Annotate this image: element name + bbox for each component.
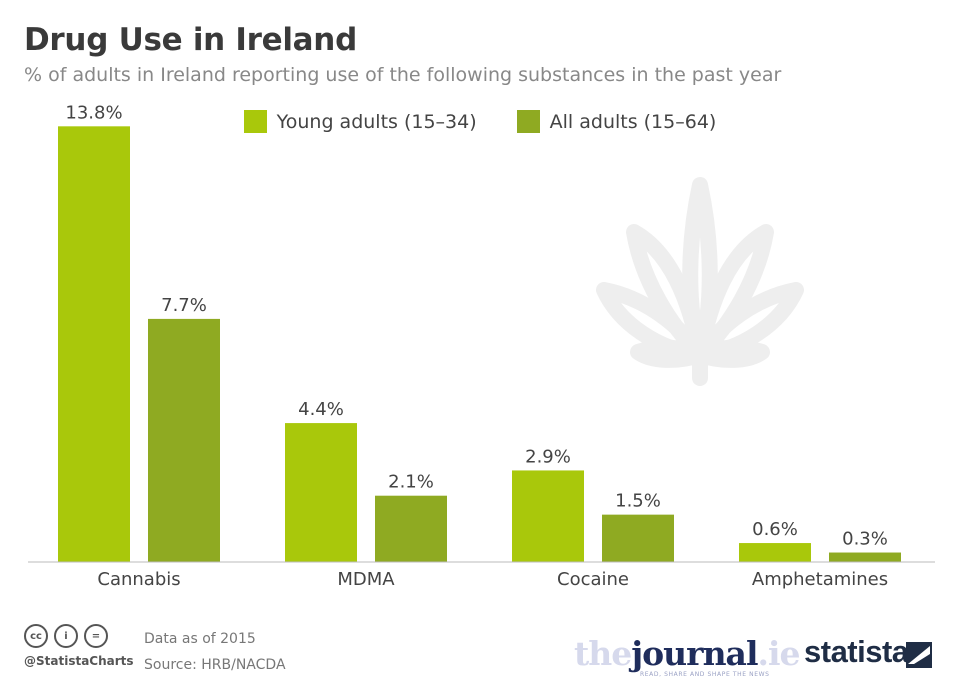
journal-logo-journal: journal: [631, 634, 758, 673]
statista-handle: @StatistaCharts: [24, 654, 134, 668]
chart-title: Drug Use in Ireland: [24, 22, 357, 58]
bar-cannabis-series-0: [58, 126, 130, 563]
thejournal-logo[interactable]: thejournal.ie: [574, 634, 801, 673]
legend-item-all-adults: All adults (15–64): [516, 110, 717, 133]
legend: Young adults (15–34) All adults (15–64): [0, 110, 960, 133]
data-label-amphetamines-series-0: 0.6%: [752, 519, 798, 540]
category-label-mdma: MDMA: [337, 569, 395, 590]
legend-swatch-young-adults: [243, 110, 267, 133]
data-label-amphetamines-series-1: 0.3%: [842, 529, 888, 550]
bar-cocaine-series-0: [512, 470, 584, 562]
bar-chart: 13.8% 7.7% Cannabis 4.4% 2.1% MDMA 2.9% 1.5% Coc…: [28, 102, 935, 590]
no-derivatives-icon: =: [84, 624, 108, 648]
cannabis-leaf-icon: [596, 177, 804, 386]
data-label-mdma-series-1: 2.1%: [388, 472, 434, 493]
legend-swatch-all-adults: [516, 110, 540, 133]
legend-label-young-adults: Young adults (15–34): [276, 110, 477, 133]
category-label-cocaine: Cocaine: [557, 569, 629, 590]
statista-logo[interactable]: statista: [804, 634, 909, 669]
license-icons: cc i =: [24, 624, 108, 648]
category-label-cannabis: Cannabis: [97, 569, 180, 590]
data-note: Data as of 2015: [144, 631, 256, 647]
bar-cannabis-series-1: [148, 318, 220, 562]
bar-mdma-series-1: [375, 495, 447, 562]
category-label-amphetamines: Amphetamines: [752, 569, 888, 590]
bar-amphetamines-series-1: [829, 552, 901, 562]
data-label-cocaine-series-1: 1.5%: [615, 491, 661, 512]
data-label-cannabis-series-0: 13.8%: [65, 102, 122, 123]
legend-item-young-adults: Young adults (15–34): [243, 110, 477, 133]
chart-subtitle: % of adults in Ireland reporting use of …: [24, 64, 782, 86]
attribution-icon: i: [54, 624, 78, 648]
data-label-cannabis-series-1: 7.7%: [161, 295, 207, 316]
journal-logo-ie: .ie: [757, 634, 800, 673]
statista-logo-icon: [906, 642, 932, 668]
source-note: Source: HRB/NACDA: [144, 657, 286, 673]
bar-mdma-series-0: [285, 423, 357, 562]
cc-icon: cc: [24, 624, 48, 648]
data-label-mdma-series-0: 4.4%: [298, 399, 344, 420]
journal-logo-the: the: [574, 634, 632, 673]
bar-amphetamines-series-0: [739, 543, 811, 562]
journal-tagline: READ, SHARE AND SHAPE THE NEWS: [640, 671, 770, 678]
legend-label-all-adults: All adults (15–64): [549, 110, 717, 133]
bar-cocaine-series-1: [602, 514, 674, 562]
source-block: Data as of 2015 Source: HRB/NACDA: [144, 626, 286, 678]
data-label-cocaine-series-0: 2.9%: [525, 446, 571, 467]
